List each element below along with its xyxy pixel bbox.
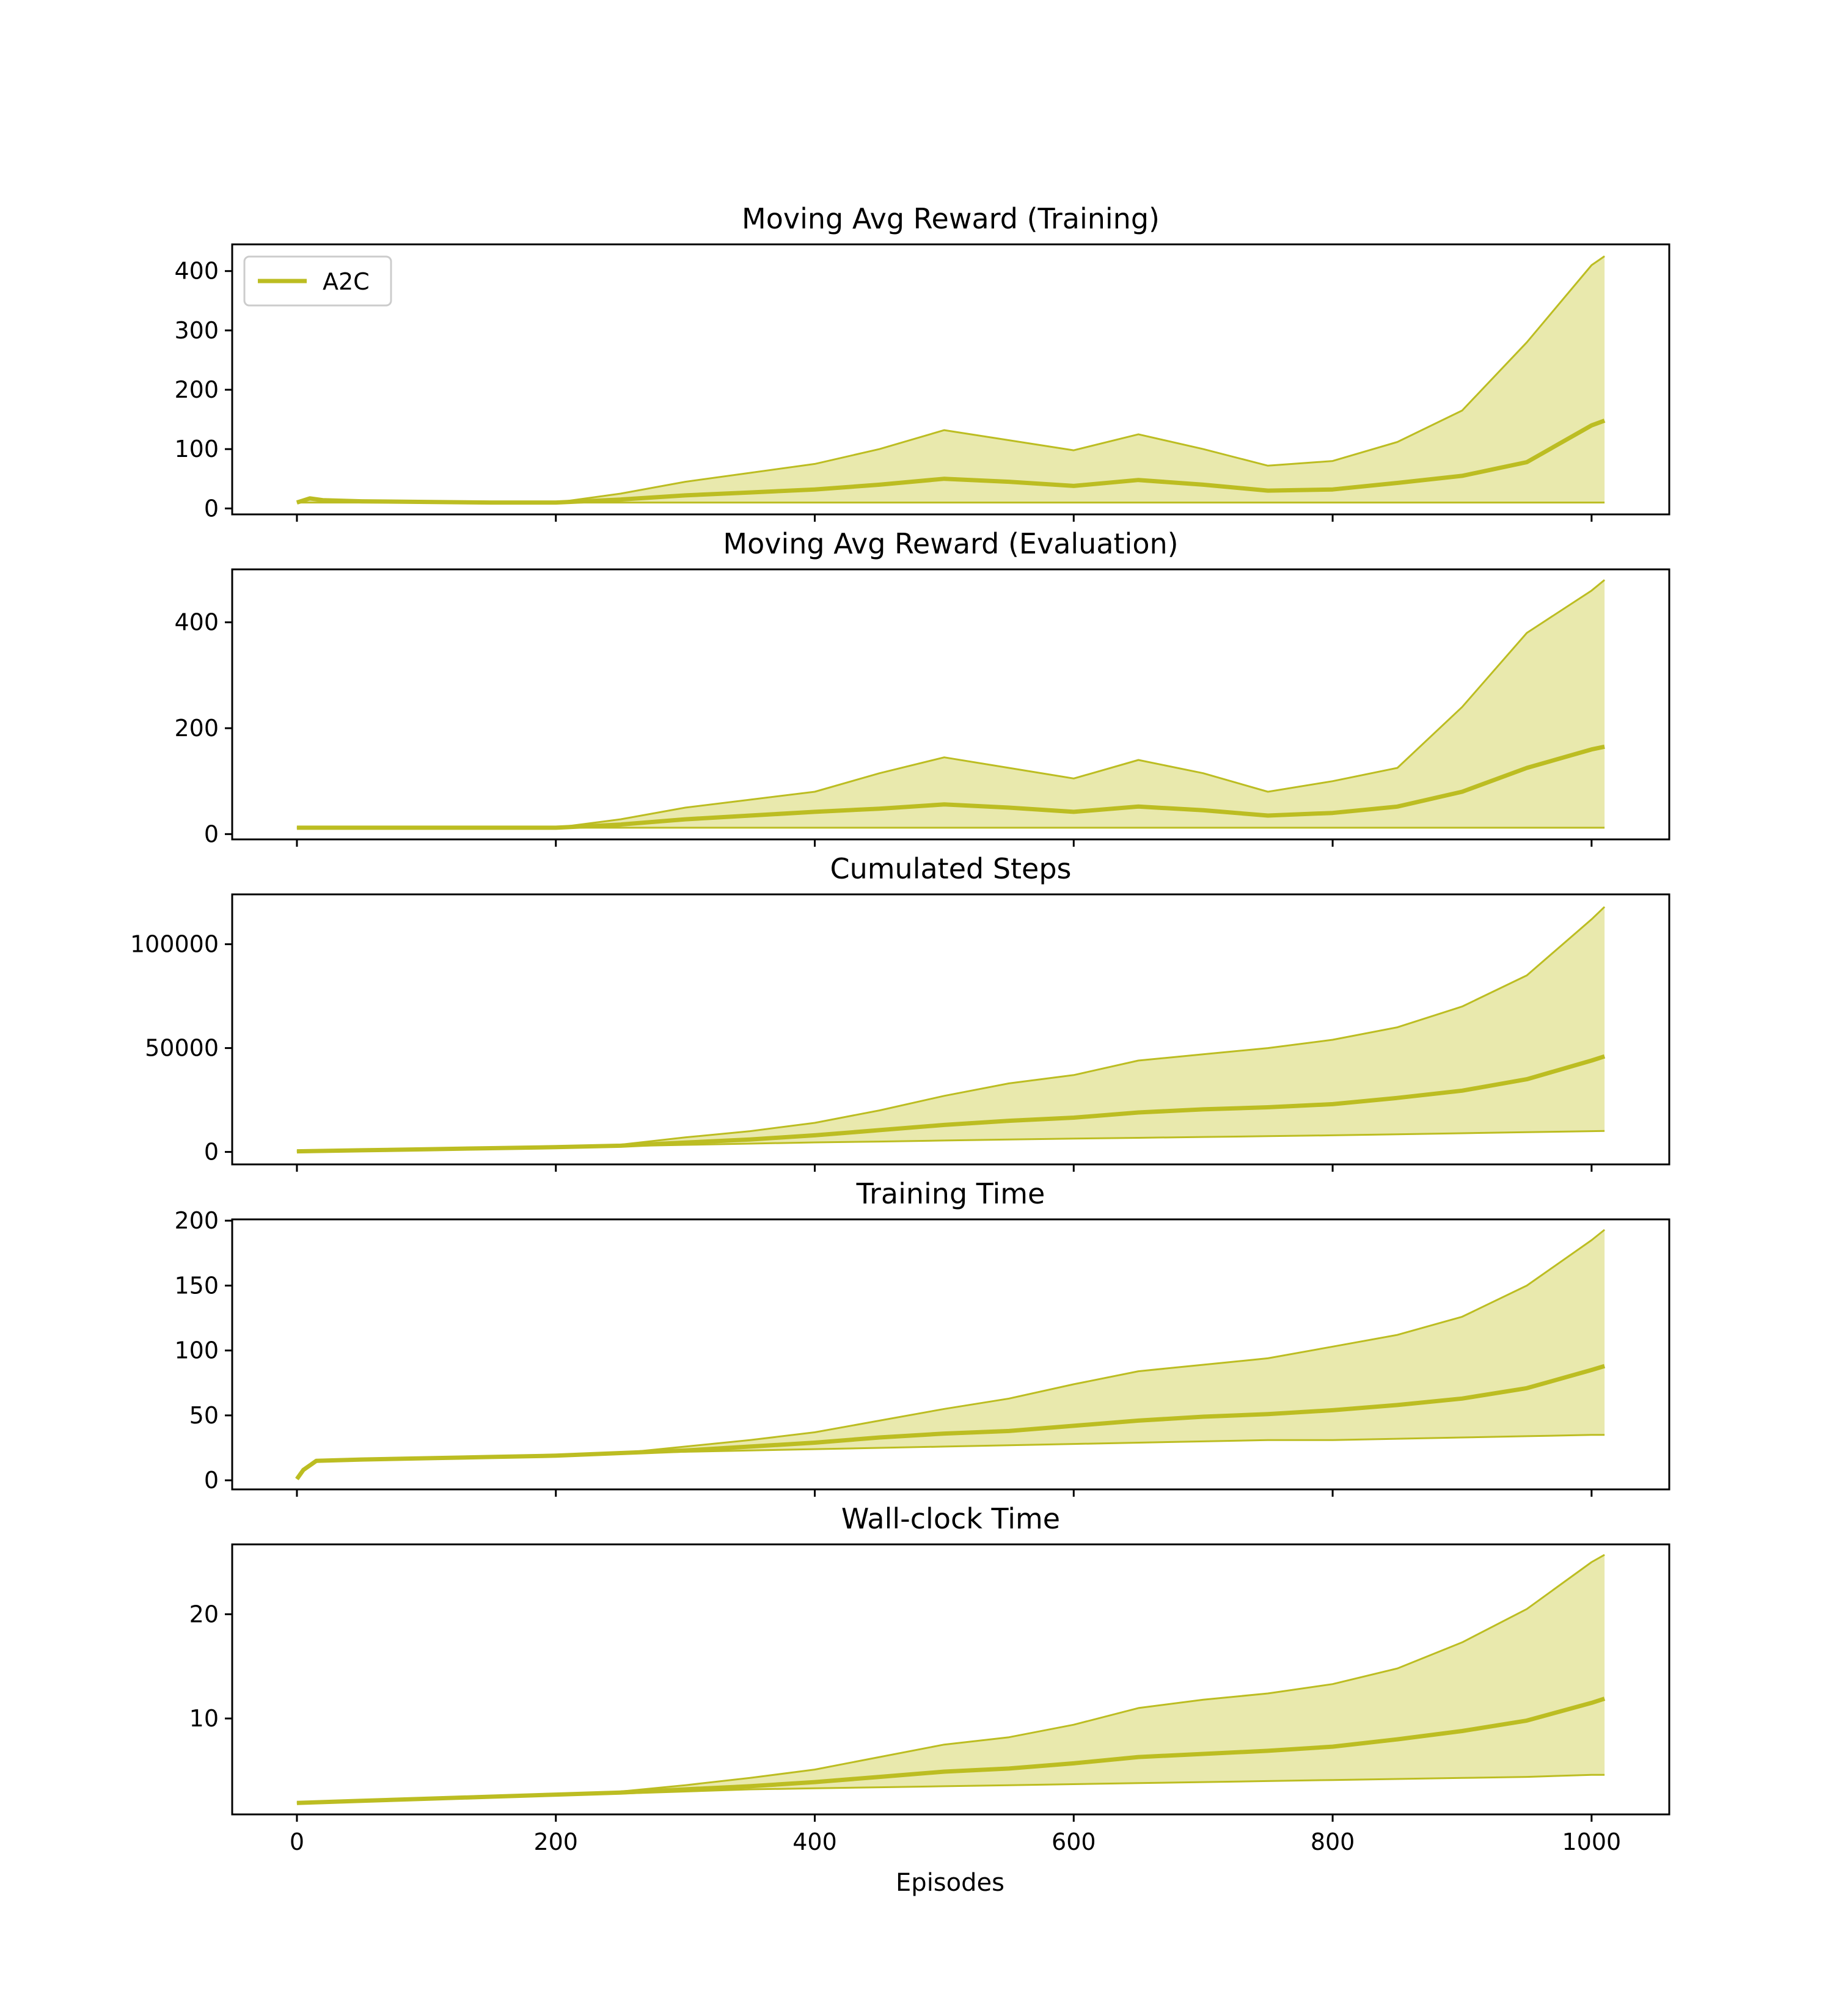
mean-line	[296, 418, 1606, 505]
confidence-band	[296, 580, 1605, 828]
axes-frame	[231, 893, 1670, 1166]
subplot-2: Moving Avg Reward (Evaluation) 0 200 400	[174, 527, 1670, 847]
subplot-3: Cumulated Steps 0 50000 100000	[130, 852, 1670, 1172]
y-tick-label: 0	[204, 495, 219, 522]
x-axis-label: Episodes	[896, 1869, 1004, 1897]
y-tick-label: 100	[174, 1337, 219, 1364]
axes-frame	[231, 568, 1670, 841]
y-tick-label: 50	[189, 1402, 219, 1429]
x-tick-label: 600	[1052, 1828, 1096, 1855]
x-tick-label: 400	[792, 1828, 837, 1855]
subplot-4: Training Time 0 50 100 150 200	[174, 1177, 1670, 1497]
subplot-title: Wall-clock Time	[841, 1502, 1060, 1535]
legend: A2C	[243, 255, 392, 307]
mean-line	[296, 1696, 1606, 1805]
mean-line	[295, 1364, 1606, 1481]
subplot-1: Moving Avg Reward (Training) 0 100 200 300 40…	[174, 202, 1670, 522]
y-tick-label: 0	[204, 820, 219, 847]
axes-frame	[231, 243, 1670, 516]
subplots: Moving Avg Reward (Training)010020030040…	[130, 202, 1670, 1855]
y-tick-label: 150	[174, 1272, 219, 1299]
subplot-title: Cumulated Steps	[830, 852, 1071, 885]
y-tick-label: 200	[174, 1207, 219, 1234]
subplot-title: Training Time	[856, 1177, 1045, 1210]
x-tick-label: 200	[533, 1828, 578, 1855]
y-tick-label: 400	[174, 609, 219, 636]
mean-line	[296, 744, 1605, 830]
legend-label: A2C	[323, 268, 370, 295]
confidence-band	[296, 1230, 1605, 1479]
x-tick-label: 0	[290, 1828, 304, 1855]
y-tick-label: 50000	[145, 1035, 219, 1062]
x-tick-label: 800	[1311, 1828, 1355, 1855]
y-tick-label: 0	[204, 1139, 219, 1166]
legend-box	[243, 255, 392, 307]
y-tick-label: 200	[174, 376, 219, 403]
confidence-band	[296, 256, 1605, 503]
mean-line	[296, 1054, 1606, 1154]
y-tick-label: 20	[189, 1601, 219, 1627]
subplot-title: Moving Avg Reward (Evaluation)	[723, 527, 1178, 560]
axes-frame	[231, 1218, 1670, 1491]
y-tick-label: 100000	[130, 931, 219, 958]
y-tick-label: 300	[174, 317, 219, 344]
confidence-band	[296, 907, 1605, 1152]
confidence-band	[296, 1555, 1605, 1803]
axes-frame	[231, 1543, 1670, 1816]
y-tick-label: 0	[204, 1467, 219, 1494]
y-tick-label: 400	[174, 258, 219, 285]
y-tick-label: 100	[174, 436, 219, 462]
y-tick-label: 10	[189, 1705, 219, 1732]
x-tick-label: 1000	[1562, 1828, 1622, 1855]
subplot-title: Moving Avg Reward (Training)	[742, 202, 1160, 235]
y-tick-label: 200	[174, 715, 219, 742]
